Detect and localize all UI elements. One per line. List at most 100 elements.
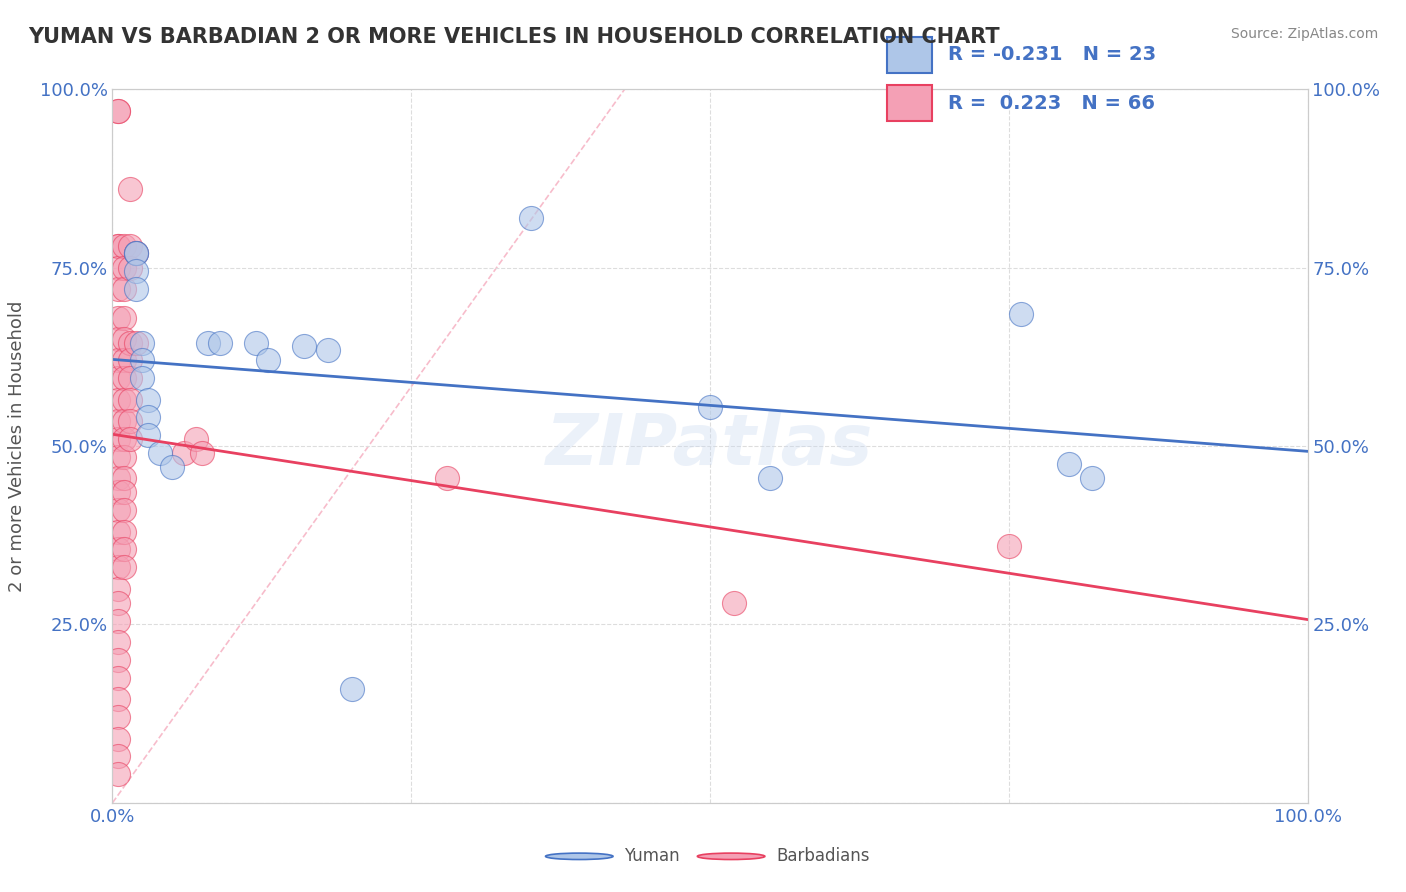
Point xyxy=(107,103,129,118)
Point xyxy=(107,731,129,746)
Point xyxy=(125,282,148,296)
Point xyxy=(191,446,214,460)
Point xyxy=(114,310,135,325)
Point xyxy=(125,246,148,260)
Text: YUMAN VS BARBADIAN 2 OR MORE VEHICLES IN HOUSEHOLD CORRELATION CHART: YUMAN VS BARBADIAN 2 OR MORE VEHICLES IN… xyxy=(28,27,1000,46)
Point xyxy=(120,432,142,446)
Point xyxy=(138,392,160,407)
Point xyxy=(107,432,129,446)
Point xyxy=(436,471,458,485)
Text: Barbadians: Barbadians xyxy=(776,847,870,865)
Point xyxy=(114,260,135,275)
Text: R =  0.223   N = 66: R = 0.223 N = 66 xyxy=(948,94,1154,112)
Point xyxy=(114,371,135,385)
Text: ZIPatlas: ZIPatlas xyxy=(547,411,873,481)
Point xyxy=(107,542,129,557)
Point xyxy=(107,103,129,118)
Point xyxy=(107,692,129,706)
Text: Yuman: Yuman xyxy=(624,847,681,865)
Point xyxy=(107,503,129,517)
Point xyxy=(114,239,135,253)
Point xyxy=(125,246,148,260)
Point xyxy=(107,282,129,296)
Point xyxy=(107,239,129,253)
Point xyxy=(107,749,129,764)
Point xyxy=(699,400,721,414)
Point xyxy=(1057,457,1080,471)
Point xyxy=(107,239,129,253)
Point xyxy=(114,450,135,464)
Point xyxy=(114,432,135,446)
Point xyxy=(107,471,129,485)
Point xyxy=(125,264,148,278)
Text: R = -0.231   N = 23: R = -0.231 N = 23 xyxy=(948,45,1156,64)
Point xyxy=(131,335,153,350)
Point xyxy=(340,681,363,696)
Point xyxy=(1010,307,1032,321)
Y-axis label: 2 or more Vehicles in Household: 2 or more Vehicles in Household xyxy=(7,301,25,591)
Point xyxy=(292,339,315,353)
Point xyxy=(114,282,135,296)
Point xyxy=(125,335,148,350)
Point xyxy=(120,353,142,368)
Point xyxy=(107,485,129,500)
Circle shape xyxy=(697,853,765,860)
Point xyxy=(173,446,195,460)
Point xyxy=(120,182,142,196)
Point xyxy=(107,560,129,574)
Point xyxy=(131,371,153,385)
Point xyxy=(114,503,135,517)
Point xyxy=(138,410,160,425)
Point xyxy=(107,353,129,368)
Point xyxy=(107,710,129,724)
Point xyxy=(107,582,129,596)
Point xyxy=(107,310,129,325)
Point xyxy=(107,392,129,407)
Point xyxy=(107,671,129,685)
Point xyxy=(120,371,142,385)
Point xyxy=(107,332,129,346)
Point xyxy=(245,335,267,350)
Point xyxy=(107,767,129,781)
Point xyxy=(120,414,142,428)
Point xyxy=(186,432,208,446)
Point xyxy=(114,392,135,407)
Point xyxy=(107,596,129,610)
Point xyxy=(120,392,142,407)
Point xyxy=(131,353,153,368)
Point xyxy=(114,485,135,500)
Point xyxy=(114,332,135,346)
Point xyxy=(114,414,135,428)
Point xyxy=(107,260,129,275)
Point xyxy=(998,539,1021,553)
Point xyxy=(120,239,142,253)
Point xyxy=(107,614,129,628)
Bar xyxy=(887,86,932,121)
Circle shape xyxy=(546,853,613,860)
Point xyxy=(107,635,129,649)
Point xyxy=(120,335,142,350)
Point xyxy=(138,428,160,442)
Point xyxy=(209,335,232,350)
Text: Source: ZipAtlas.com: Source: ZipAtlas.com xyxy=(1230,27,1378,41)
Point xyxy=(107,450,129,464)
Point xyxy=(120,260,142,275)
Point xyxy=(107,653,129,667)
Point xyxy=(723,596,745,610)
Point xyxy=(107,414,129,428)
Point xyxy=(114,542,135,557)
Point xyxy=(1081,471,1104,485)
Point xyxy=(520,211,543,225)
Point xyxy=(114,524,135,539)
Point xyxy=(107,524,129,539)
Point xyxy=(162,460,183,475)
Point xyxy=(257,353,280,368)
Bar xyxy=(887,37,932,73)
Point xyxy=(316,343,339,357)
Point xyxy=(114,560,135,574)
Point xyxy=(114,353,135,368)
Point xyxy=(107,371,129,385)
Point xyxy=(197,335,219,350)
Point xyxy=(149,446,172,460)
Point xyxy=(759,471,782,485)
